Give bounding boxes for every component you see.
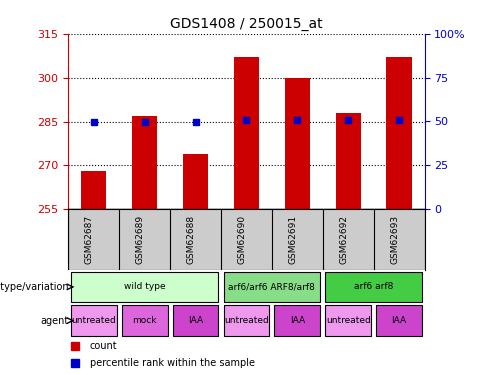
Text: GSM62691: GSM62691 bbox=[288, 215, 297, 264]
Bar bbox=[234, 57, 259, 209]
Bar bbox=[81, 171, 106, 209]
Text: GSM62689: GSM62689 bbox=[136, 215, 144, 264]
Bar bbox=[71, 305, 117, 336]
Text: GSM62690: GSM62690 bbox=[238, 215, 246, 264]
Bar bbox=[132, 116, 157, 209]
Text: untreated: untreated bbox=[71, 316, 116, 325]
Bar bbox=[183, 154, 208, 209]
Text: arf6 arf8: arf6 arf8 bbox=[354, 282, 393, 291]
Text: IAA: IAA bbox=[290, 316, 305, 325]
Text: IAA: IAA bbox=[188, 316, 203, 325]
Bar bbox=[336, 113, 361, 209]
Text: genotype/variation: genotype/variation bbox=[0, 282, 69, 292]
Bar bbox=[386, 57, 412, 209]
Bar bbox=[224, 305, 269, 336]
Bar bbox=[122, 305, 167, 336]
Bar bbox=[274, 305, 320, 336]
Bar bbox=[224, 272, 320, 302]
Bar bbox=[325, 305, 371, 336]
Bar bbox=[325, 272, 422, 302]
Bar bbox=[376, 305, 422, 336]
Text: GSM62692: GSM62692 bbox=[339, 215, 348, 264]
Text: percentile rank within the sample: percentile rank within the sample bbox=[90, 358, 255, 368]
Text: mock: mock bbox=[132, 316, 157, 325]
Text: count: count bbox=[90, 341, 117, 351]
Bar bbox=[173, 305, 219, 336]
Title: GDS1408 / 250015_at: GDS1408 / 250015_at bbox=[170, 17, 323, 32]
Text: GSM62693: GSM62693 bbox=[390, 215, 399, 264]
Bar bbox=[285, 78, 310, 209]
Text: untreated: untreated bbox=[326, 316, 370, 325]
Text: agent: agent bbox=[41, 316, 69, 326]
Text: arf6/arf6 ARF8/arf8: arf6/arf6 ARF8/arf8 bbox=[228, 282, 315, 291]
Text: untreated: untreated bbox=[224, 316, 269, 325]
Text: IAA: IAA bbox=[391, 316, 407, 325]
Text: wild type: wild type bbox=[124, 282, 165, 291]
Bar bbox=[71, 272, 219, 302]
Text: GSM62687: GSM62687 bbox=[85, 215, 94, 264]
Text: GSM62688: GSM62688 bbox=[186, 215, 196, 264]
